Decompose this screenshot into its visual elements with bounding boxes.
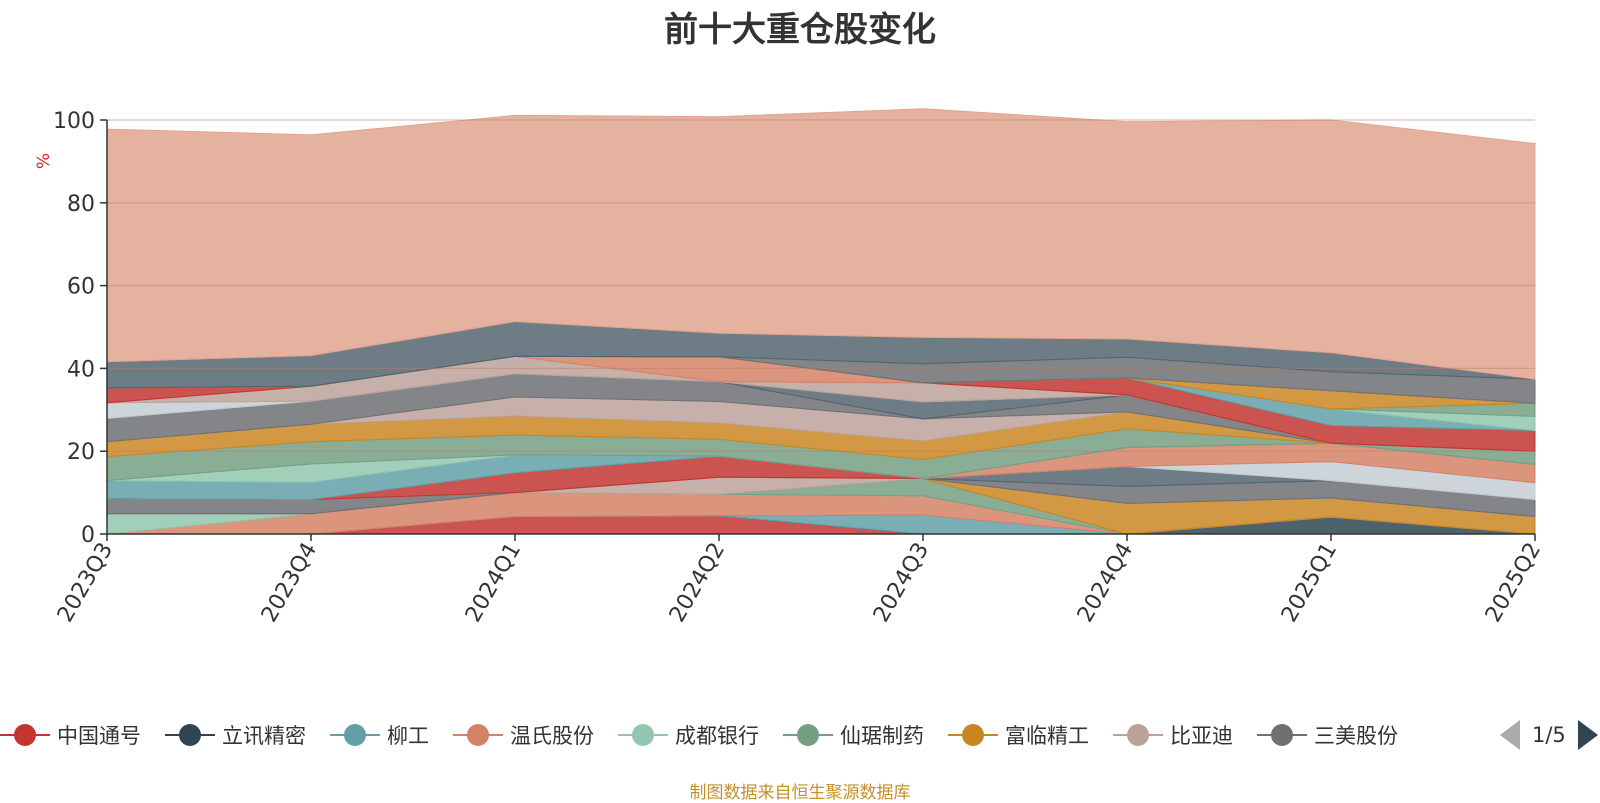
legend-item[interactable]: 温氏股份 <box>453 713 594 757</box>
y-tick-label: 100 <box>53 109 95 134</box>
area-其他 <box>106 108 1536 380</box>
legend: 中国通号 立讯精密 柳工 温氏股份 成都银行 仙琚制药 富临精工 比亚迪 三美股份 1/5 <box>0 713 1600 757</box>
stacked-area-chart: 0 20 40 60 80 100 2023Q3 2023Q4 2024Q1 2024Q2 2024… <box>34 108 1546 627</box>
legend-item[interactable]: 柳工 <box>330 713 429 757</box>
legend-prev-page-icon[interactable] <box>1500 720 1520 750</box>
legend-label: 温氏股份 <box>510 724 594 748</box>
legend-item[interactable]: 成都银行 <box>618 713 759 757</box>
x-tick-label: 2025Q1 <box>1277 539 1342 627</box>
legend-marker-icon <box>453 713 503 757</box>
legend-label: 比亚迪 <box>1170 724 1233 748</box>
legend-marker-icon <box>1257 713 1307 757</box>
legend-page-indicator: 1/5 <box>1532 723 1566 747</box>
legend-next-page-icon[interactable] <box>1577 720 1598 750</box>
legend-marker-icon <box>618 713 668 757</box>
legend-label: 仙琚制药 <box>840 724 924 748</box>
x-tick-label: 2025Q2 <box>1481 539 1546 627</box>
chart-title: 前十大重仓股变化 <box>664 10 936 50</box>
y-tick-label: 40 <box>67 357 95 382</box>
y-tick-label: 0 <box>81 523 95 548</box>
legend-item[interactable]: 三美股份 <box>1257 713 1398 757</box>
legend-item[interactable]: 比亚迪 <box>1113 713 1233 757</box>
legend-item[interactable]: 富临精工 <box>948 713 1089 757</box>
legend-marker-icon <box>783 713 833 757</box>
legend-marker-icon <box>330 713 380 757</box>
source-note: 制图数据来自恒生聚源数据库 <box>689 783 911 803</box>
x-tick-label: 2024Q4 <box>1073 539 1138 627</box>
legend-marker-icon <box>165 713 215 757</box>
x-tick-label: 2023Q3 <box>53 539 118 627</box>
x-tick-label: 2024Q1 <box>461 539 526 627</box>
gridlines <box>107 119 1535 452</box>
legend-label: 柳工 <box>387 724 429 748</box>
y-tick-label: 20 <box>67 440 95 465</box>
y-tick-label: 60 <box>67 275 95 300</box>
legend-marker-icon <box>1113 713 1163 757</box>
legend-item[interactable]: 仙琚制药 <box>783 713 924 757</box>
x-tick-label: 2024Q2 <box>665 539 730 627</box>
area-series-layer <box>106 108 1536 535</box>
legend-pager: 1/5 <box>1500 713 1598 757</box>
legend-item[interactable]: 立讯精密 <box>165 713 306 757</box>
y-tick-label: 80 <box>67 192 95 217</box>
legend-label: 立讯精密 <box>222 724 306 748</box>
legend-items: 中国通号 立讯精密 柳工 温氏股份 成都银行 仙琚制药 富临精工 比亚迪 三美股份 <box>0 713 1480 757</box>
y-axis-label: % <box>34 153 54 169</box>
legend-label: 富临精工 <box>1005 724 1089 748</box>
legend-marker-icon <box>0 713 50 757</box>
legend-label: 成都银行 <box>675 724 759 748</box>
legend-marker-icon <box>948 713 998 757</box>
legend-label: 中国通号 <box>57 724 141 748</box>
x-tick-label: 2024Q3 <box>869 539 934 627</box>
legend-label: 三美股份 <box>1314 724 1398 748</box>
x-tick-label: 2023Q4 <box>257 539 322 627</box>
legend-item[interactable]: 中国通号 <box>0 713 141 757</box>
